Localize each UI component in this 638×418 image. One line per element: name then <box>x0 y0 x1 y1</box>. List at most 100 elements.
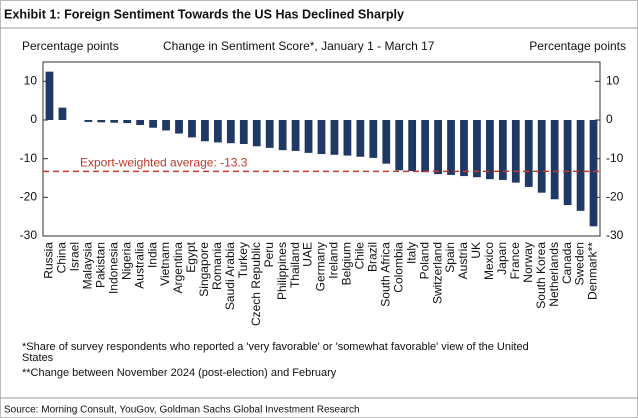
x-tick-label: Chile <box>353 242 367 270</box>
x-tick-label: Thailand <box>288 242 302 288</box>
x-tick-label: UAE <box>301 242 315 267</box>
bar <box>511 120 520 183</box>
bar <box>110 120 119 123</box>
x-tick-label: Japan <box>495 242 509 275</box>
x-tick-label: Colombia <box>391 242 405 293</box>
chart-title: Exhibit 1: Foreign Sentiment Towards the… <box>4 6 405 21</box>
bar <box>434 120 442 175</box>
bar <box>239 120 248 144</box>
bar <box>369 120 378 158</box>
bar <box>589 120 598 227</box>
x-tick-label: Australia <box>132 242 146 289</box>
x-tick-label: Romania <box>210 242 224 290</box>
y-tick-label: -30 <box>20 228 38 242</box>
bar <box>460 120 468 177</box>
bar <box>486 120 494 180</box>
bar <box>265 120 274 148</box>
x-tick-label: Poland <box>417 242 431 279</box>
bar <box>343 120 352 156</box>
x-tick-label: Argentina <box>171 242 185 294</box>
bar <box>356 120 365 157</box>
y-tick-label: 10 <box>24 74 38 88</box>
x-tick-label: Denmark** <box>586 242 600 300</box>
source: Source: Morning Consult, YouGov, Goldman… <box>4 405 360 416</box>
bar <box>175 120 183 134</box>
y2-tick-label: -30 <box>606 228 624 242</box>
y-tick-label: 0 <box>30 112 37 126</box>
y2-tick-label: 0 <box>606 112 613 126</box>
x-tick-label: France <box>508 242 522 280</box>
bar <box>213 120 222 143</box>
x-tick-label: China <box>55 242 69 274</box>
x-tick-label: Italy <box>404 242 418 264</box>
reference-label: Export-weighted average: -13.3 <box>80 156 248 170</box>
x-tick-label: Canada <box>560 242 574 284</box>
bar <box>421 120 430 173</box>
x-tick-label: South Korea <box>534 242 548 309</box>
bar <box>537 120 546 193</box>
bar <box>188 120 196 138</box>
y2-axis-label: Percentage points <box>529 39 626 53</box>
x-tick-label: Saudi Arabia <box>223 242 237 310</box>
x-tick-label: Turkey <box>236 242 250 278</box>
x-tick-label: Israel <box>68 242 82 271</box>
y-tick-label: -10 <box>20 151 38 165</box>
bar <box>97 120 106 123</box>
x-tick-label: Sweden <box>573 242 587 285</box>
bar <box>136 120 145 126</box>
bar <box>330 120 339 155</box>
footnote: States <box>22 352 54 364</box>
x-tick-label: Austria <box>456 242 470 280</box>
bar <box>382 120 391 164</box>
x-tick-label: Brazil <box>365 242 379 272</box>
x-tick-label: Singapore <box>197 242 211 297</box>
bar <box>408 120 417 172</box>
subtitle: Change in Sentiment Score*, January 1 - … <box>163 39 435 53</box>
x-tick-label: Norway <box>521 242 535 283</box>
bar <box>498 120 507 180</box>
bar <box>304 120 313 153</box>
bar <box>162 120 170 131</box>
bar <box>447 120 455 175</box>
bar <box>84 120 93 122</box>
bar <box>201 120 209 142</box>
y2-tick-label: -20 <box>606 190 624 204</box>
bar <box>524 120 533 187</box>
x-tick-label: Mexico <box>482 242 496 280</box>
x-tick-label: Philippines <box>275 242 289 300</box>
x-tick-label: Germany <box>314 242 328 291</box>
bar <box>226 120 235 144</box>
footnote: **Change between November 2024 (post-ele… <box>22 367 337 379</box>
x-tick-label: Egypt <box>184 241 198 272</box>
bar <box>58 107 67 120</box>
x-tick-label: Spain <box>443 242 457 273</box>
x-tick-label: Pakistan <box>93 242 107 288</box>
y-tick-label: -20 <box>20 190 38 204</box>
bar <box>123 120 132 124</box>
footnote: *Share of survey respondents who reporte… <box>22 341 529 353</box>
x-tick-label: Malaysia <box>81 242 95 290</box>
x-tick-label: Vietnam <box>158 242 172 286</box>
x-tick-label: Peru <box>262 242 276 267</box>
x-tick-label: India <box>145 242 159 268</box>
x-tick-label: Russia <box>42 242 56 279</box>
bar <box>317 120 326 155</box>
bar <box>278 120 287 151</box>
bar <box>291 120 300 151</box>
bar <box>395 120 404 171</box>
bar <box>473 120 481 178</box>
y-axis-label: Percentage points <box>22 39 119 53</box>
y2-tick-label: -10 <box>606 151 624 165</box>
bar <box>45 71 54 120</box>
x-tick-label: South Africa <box>378 242 392 307</box>
x-tick-label: Czech Republic <box>249 242 263 326</box>
x-tick-label: Ireland <box>327 242 341 279</box>
bar <box>149 120 157 128</box>
y2-tick-label: 10 <box>606 74 620 88</box>
x-tick-label: Switzerland <box>430 242 444 304</box>
bar <box>550 120 559 200</box>
plot-frame <box>42 61 601 237</box>
x-tick-label: Netherlands <box>547 242 561 307</box>
